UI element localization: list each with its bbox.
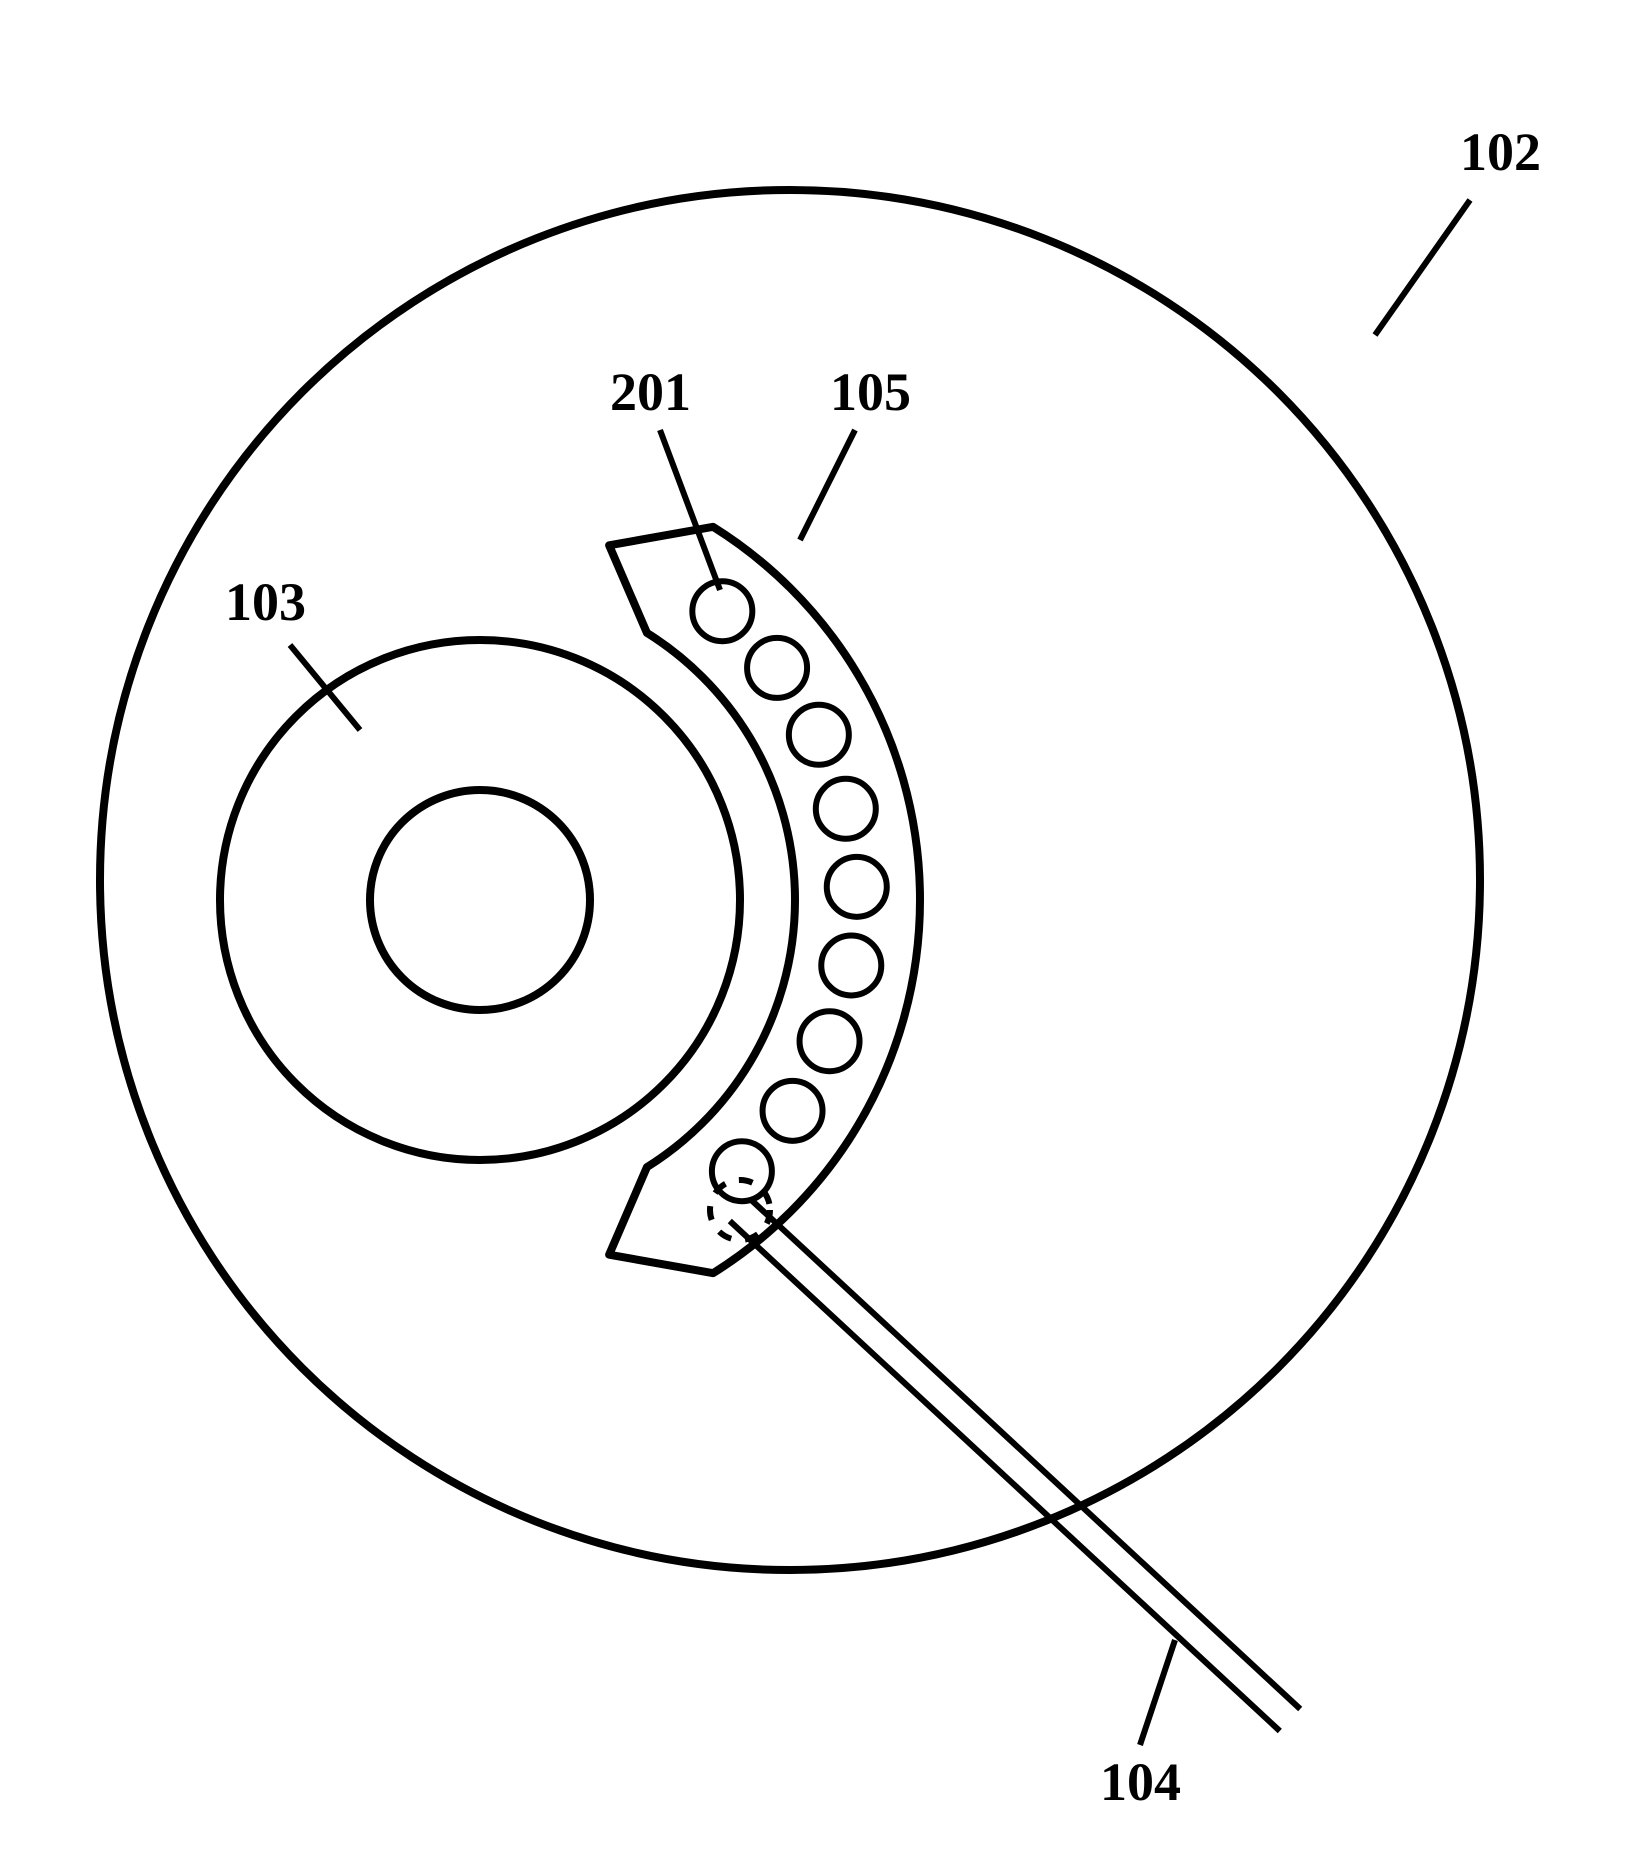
label-l103: 103 xyxy=(225,572,306,632)
hub-outer xyxy=(220,640,740,1160)
lead-line-l105 xyxy=(800,430,855,540)
outer-disc xyxy=(100,190,1480,1570)
lead-line-l104 xyxy=(1140,1640,1175,1745)
arm-edge-a xyxy=(730,1221,1280,1731)
lead-line-l102 xyxy=(1375,200,1470,335)
label-l105: 105 xyxy=(830,362,911,422)
label-l102: 102 xyxy=(1460,122,1541,182)
patent-figure: 102 103 201 105 104 xyxy=(0,0,1627,1852)
hub-inner xyxy=(370,790,590,1010)
label-l104: 104 xyxy=(1100,1752,1181,1812)
label-l201: 201 xyxy=(610,362,691,422)
arm-edge-b xyxy=(750,1199,1300,1709)
